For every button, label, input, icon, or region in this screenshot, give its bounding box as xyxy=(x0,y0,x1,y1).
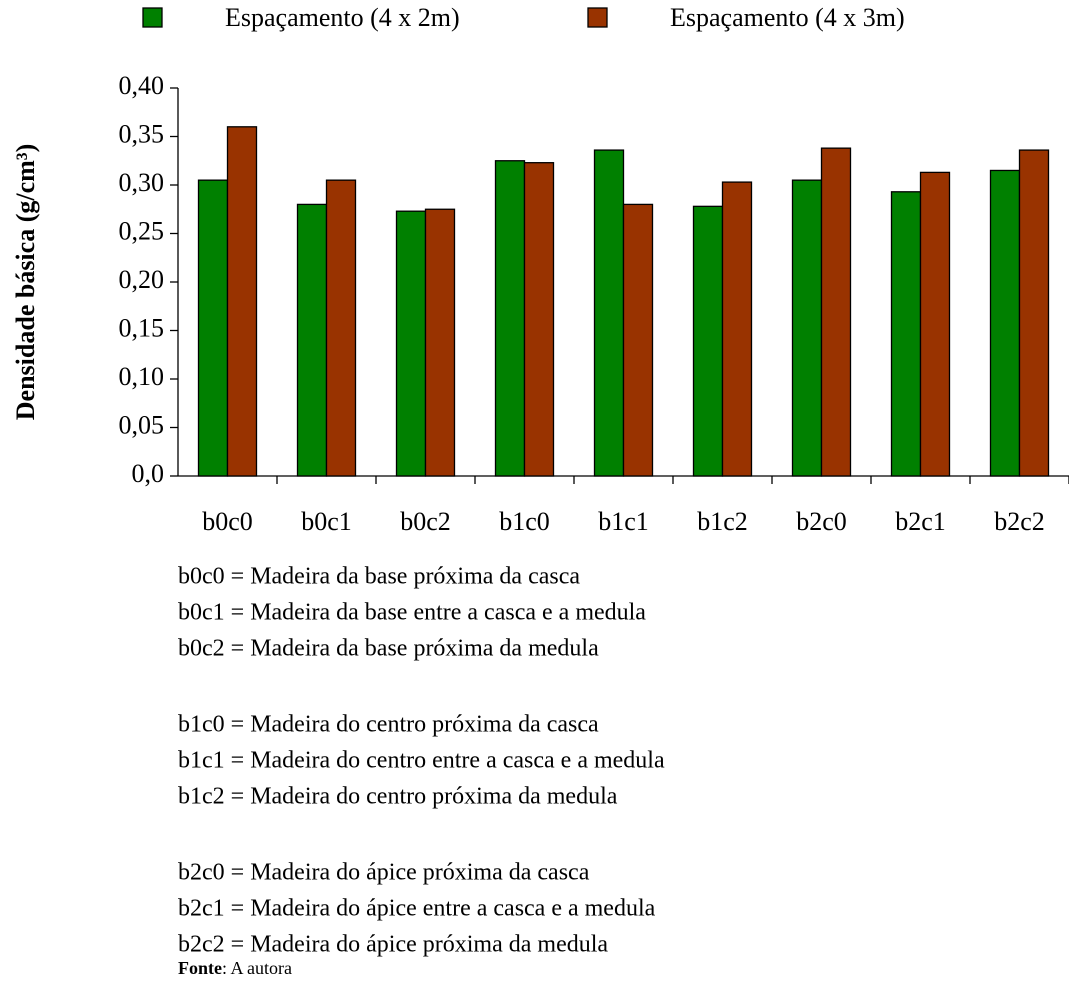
source-text: : A autora xyxy=(222,958,292,978)
bar xyxy=(226,126,258,477)
bar xyxy=(791,179,823,477)
bar xyxy=(197,179,229,477)
bar xyxy=(721,181,753,477)
y-tick-label: 0,25 xyxy=(119,216,165,245)
source-label: Fonte xyxy=(178,958,222,978)
note: b2c1 = Madeira do ápice entre a casca e … xyxy=(178,896,656,922)
bar xyxy=(820,147,852,477)
y-tick-label: 0,15 xyxy=(119,313,165,342)
y-tick-label: 0,05 xyxy=(119,410,165,439)
x-tick-label: b0c1 xyxy=(301,507,352,536)
y-tick-label: 0,10 xyxy=(119,362,165,391)
y-tick-label: 0,30 xyxy=(119,168,165,197)
x-tick-label: b2c1 xyxy=(895,507,946,536)
x-tick-label: b1c1 xyxy=(598,507,649,536)
bar xyxy=(692,205,724,477)
x-tick-label: b2c0 xyxy=(796,507,847,536)
bar xyxy=(424,208,456,477)
y-tick-label: 0,40 xyxy=(119,71,165,100)
y-tick-label: 0,0 xyxy=(132,459,165,488)
x-tick-label: b1c2 xyxy=(697,507,748,536)
legend-swatch xyxy=(142,7,163,28)
bar xyxy=(1018,149,1050,477)
bar xyxy=(622,203,654,477)
legend-swatch xyxy=(587,7,608,28)
note: b0c1 = Madeira da base entre a casca e a… xyxy=(178,600,646,626)
bar xyxy=(890,191,922,477)
note: b1c1 = Madeira do centro entre a casca e… xyxy=(178,748,665,774)
x-tick-label: b1c0 xyxy=(499,507,550,536)
bar xyxy=(919,171,951,477)
x-tick-label: b0c2 xyxy=(400,507,451,536)
bar xyxy=(593,149,625,477)
note: b1c2 = Madeira do centro próxima da medu… xyxy=(178,784,618,810)
bar xyxy=(296,203,328,477)
bar xyxy=(523,162,555,477)
y-axis-label: Densidade básica (g/cm³) xyxy=(11,144,40,420)
bar xyxy=(989,169,1021,477)
x-tick-label: b0c0 xyxy=(202,507,253,536)
note: b1c0 = Madeira do centro próxima da casc… xyxy=(178,712,599,738)
y-tick-label: 0,35 xyxy=(119,119,165,148)
note: b2c2 = Madeira do ápice próxima da medul… xyxy=(178,932,608,958)
legend-label: Espaçamento (4 x 2m) xyxy=(225,3,460,32)
bar xyxy=(325,179,357,477)
y-tick-label: 0,20 xyxy=(119,265,165,294)
source: Fonte: A autora xyxy=(178,958,292,978)
note: b0c0 = Madeira da base próxima da casca xyxy=(178,564,580,590)
note: b2c0 = Madeira do ápice próxima da casca xyxy=(178,860,590,886)
bar xyxy=(494,160,526,477)
x-tick-label: b2c2 xyxy=(994,507,1045,536)
legend-label: Espaçamento (4 x 3m) xyxy=(670,3,905,32)
note: b0c2 = Madeira da base próxima da medula xyxy=(178,636,599,662)
bar xyxy=(395,210,427,477)
